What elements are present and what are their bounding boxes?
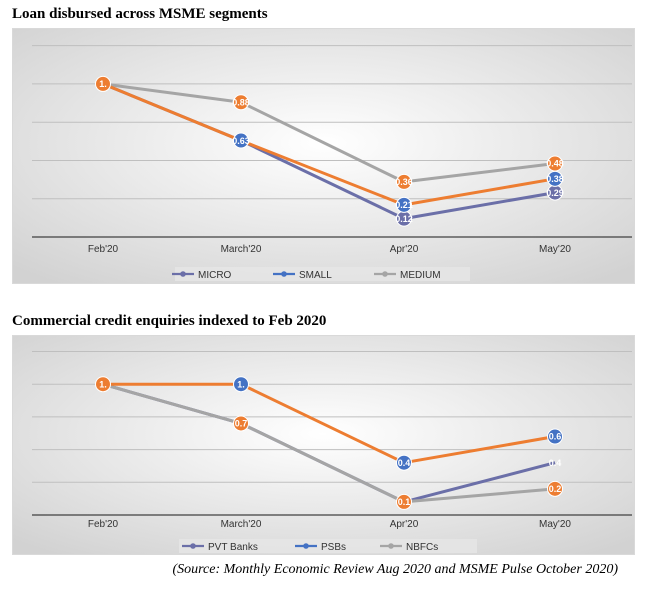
data-label-psbs: 0.4	[398, 458, 411, 468]
chart1: Feb'20 March'20 Apr'20 May'20 0.12 0.29 0.63 0.…	[12, 28, 635, 284]
series-line-psbs	[103, 382, 556, 465]
chart2-svg: Feb'20 March'20 Apr'20 May'20 0.4 0.6 1. 1. 0.7 0…	[12, 335, 635, 555]
data-point-nbfcs	[233, 415, 249, 432]
chart1-title: Loan disbursed across MSME segments	[12, 6, 268, 22]
legend-label-psbs: PSBs	[321, 542, 346, 553]
series-line-nbfcs	[102, 382, 556, 504]
data-label-nbfcs: 0.1	[398, 497, 411, 507]
data-point-small	[396, 196, 412, 213]
data-point-psbs	[233, 376, 249, 393]
data-label-small: 0.21	[395, 200, 413, 210]
data-point-medium	[233, 94, 249, 111]
legend-marker-small	[281, 271, 287, 277]
x-tick-label: Apr'20	[390, 519, 419, 530]
x-tick-label: May'20	[539, 519, 571, 530]
data-point-small	[233, 132, 249, 149]
chart2-title: Commercial credit enquiries indexed to F…	[12, 313, 327, 329]
x-tick-label: March'20	[221, 244, 262, 255]
data-point-psbs	[547, 428, 563, 445]
data-point-nbfcs	[396, 493, 412, 510]
data-label-nbfcs: 0.7	[235, 419, 248, 429]
legend-label-small: SMALL	[299, 270, 332, 281]
legend-marker-pvt-banks	[190, 543, 196, 549]
data-point-medium	[547, 155, 563, 172]
data-label-medium: 0.48	[546, 159, 564, 169]
data-label-psbs: 0.6	[549, 432, 562, 442]
x-tick-label: Feb'20	[88, 519, 119, 530]
data-label-pvt-banks: 0.4	[549, 458, 562, 468]
series-line-medium	[102, 82, 556, 184]
data-label-nbfcs: 0.2	[549, 484, 562, 494]
data-label-micro: 0.29	[546, 188, 564, 198]
legend-marker-medium	[382, 271, 388, 277]
x-tick-label: May'20	[539, 244, 571, 255]
data-label-medium: 1.	[99, 79, 107, 89]
legend-marker-micro	[180, 271, 186, 277]
legend-marker-nbfcs	[388, 543, 394, 549]
x-tick-label: Feb'20	[88, 244, 119, 255]
series-line-small	[102, 82, 556, 207]
source-note: (Source: Monthly Economic Review Aug 202…	[172, 562, 618, 577]
data-point-medium	[396, 173, 412, 190]
legend-box	[179, 539, 477, 553]
legend-label-pvt-banks: PVT Banks	[208, 542, 258, 553]
legend-label-nbfcs: NBFCs	[406, 542, 438, 553]
legend-label-micro: MICRO	[198, 270, 232, 281]
data-label-small: 0.38	[546, 174, 564, 184]
data-label-micro: 0.12	[395, 214, 413, 224]
data-label-medium: 0.36	[395, 177, 413, 187]
data-point-nbfcs	[95, 376, 111, 393]
data-label-small: 0.63	[232, 136, 250, 146]
data-label-medium: 0.88	[232, 97, 250, 107]
chart2: Feb'20 March'20 Apr'20 May'20 0.4 0.6 1. 1. 0.7 0…	[12, 335, 635, 555]
chart-background	[12, 28, 635, 284]
chart-background	[12, 335, 635, 555]
data-point-medium	[95, 75, 111, 92]
x-tick-label: Apr'20	[390, 244, 419, 255]
legend-box	[175, 267, 470, 281]
data-point-nbfcs	[547, 480, 563, 497]
legend-label-medium: MEDIUM	[400, 270, 441, 281]
data-point-psbs	[396, 454, 412, 471]
data-label-psbs: 1.	[237, 379, 245, 389]
x-tick-label: March'20	[221, 519, 262, 530]
chart1-svg: Feb'20 March'20 Apr'20 May'20 0.12 0.29 0.63 0.…	[12, 28, 635, 284]
data-label-nbfcs: 1.	[99, 379, 107, 389]
legend-marker-psbs	[303, 543, 309, 549]
